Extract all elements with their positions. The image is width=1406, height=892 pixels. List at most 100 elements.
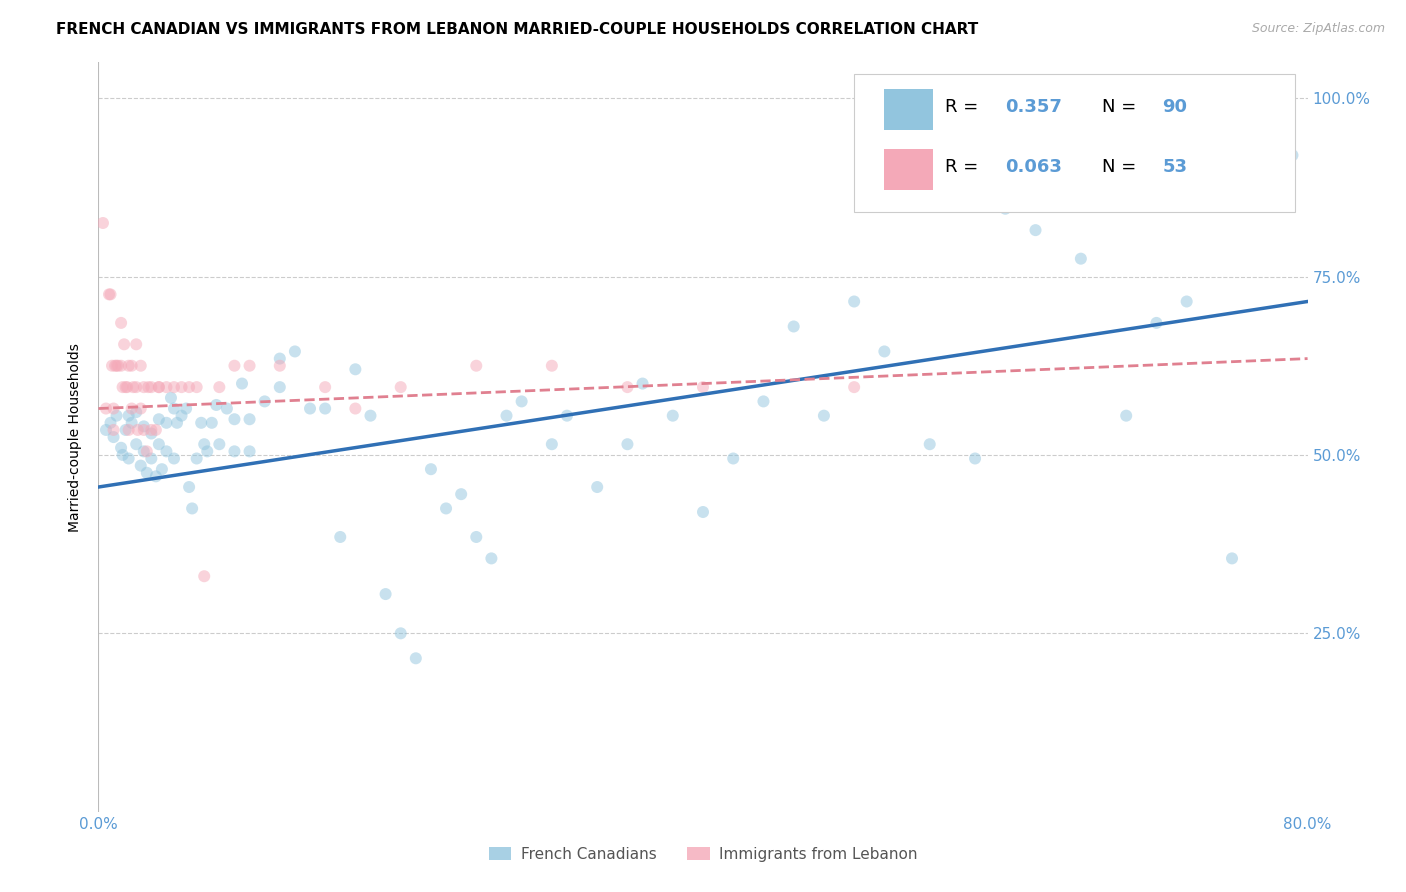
Point xyxy=(110,316,132,330)
Point xyxy=(405,651,427,665)
Point xyxy=(540,359,562,373)
Text: R =: R = xyxy=(945,98,984,116)
Point xyxy=(104,359,127,373)
Point xyxy=(112,337,135,351)
Text: 90: 90 xyxy=(1163,98,1188,116)
Text: 0.357: 0.357 xyxy=(1005,98,1062,116)
Point xyxy=(344,401,367,416)
Point xyxy=(118,409,141,423)
Point xyxy=(163,380,186,394)
Point xyxy=(1144,316,1167,330)
Point xyxy=(160,391,183,405)
Point xyxy=(111,448,134,462)
Point xyxy=(98,287,121,301)
Point xyxy=(389,626,412,640)
Text: N =: N = xyxy=(1102,98,1142,116)
Point xyxy=(631,376,654,391)
Point xyxy=(132,423,155,437)
Point xyxy=(692,505,714,519)
Point xyxy=(510,394,533,409)
Point xyxy=(103,401,125,416)
Point xyxy=(224,359,246,373)
Point xyxy=(148,437,170,451)
Point xyxy=(101,359,124,373)
Point xyxy=(190,416,212,430)
Point xyxy=(420,462,443,476)
Point xyxy=(450,487,472,501)
Point xyxy=(141,380,163,394)
Point xyxy=(224,444,246,458)
Point xyxy=(1281,148,1303,162)
Point xyxy=(141,423,163,437)
Point xyxy=(465,359,488,373)
Point xyxy=(135,444,157,458)
Point xyxy=(193,437,215,451)
Point xyxy=(616,437,638,451)
Point xyxy=(873,344,896,359)
Point xyxy=(100,416,122,430)
Point xyxy=(481,551,503,566)
Point xyxy=(224,412,246,426)
Point xyxy=(121,359,143,373)
Point xyxy=(94,423,117,437)
Point xyxy=(1267,166,1289,180)
Point xyxy=(166,416,188,430)
Point xyxy=(132,380,155,394)
Point xyxy=(239,359,262,373)
Point xyxy=(115,380,138,394)
Y-axis label: Married-couple Households: Married-couple Households xyxy=(69,343,83,532)
Point xyxy=(121,401,143,416)
Point xyxy=(269,359,291,373)
FancyBboxPatch shape xyxy=(855,74,1295,212)
Point xyxy=(1115,409,1137,423)
Point xyxy=(122,380,145,394)
Point xyxy=(163,401,186,416)
Point xyxy=(965,451,987,466)
Point xyxy=(110,359,132,373)
Point xyxy=(148,380,170,394)
Point xyxy=(208,437,231,451)
Point xyxy=(141,426,163,441)
Point xyxy=(111,380,134,394)
Point xyxy=(239,412,262,426)
Point xyxy=(1191,194,1213,209)
Point xyxy=(163,451,186,466)
Point xyxy=(118,451,141,466)
Point xyxy=(692,380,714,394)
Point xyxy=(344,362,367,376)
Text: N =: N = xyxy=(1102,159,1142,177)
Point xyxy=(136,380,159,394)
Point xyxy=(752,394,775,409)
Point xyxy=(844,380,866,394)
Point xyxy=(239,444,262,458)
Point xyxy=(132,444,155,458)
Point xyxy=(181,501,204,516)
Point xyxy=(155,380,177,394)
Point xyxy=(616,380,638,394)
Point xyxy=(148,412,170,426)
Point xyxy=(91,216,114,230)
FancyBboxPatch shape xyxy=(884,149,932,190)
Point xyxy=(141,451,163,466)
Point xyxy=(114,423,136,437)
Point xyxy=(193,569,215,583)
Point xyxy=(205,398,228,412)
Legend: French Canadians, Immigrants from Lebanon: French Canadians, Immigrants from Lebano… xyxy=(482,840,924,868)
Point xyxy=(170,409,193,423)
Point xyxy=(1191,87,1213,102)
Point xyxy=(129,359,152,373)
Point xyxy=(465,530,488,544)
Point xyxy=(114,380,136,394)
Point xyxy=(121,416,143,430)
Point xyxy=(155,416,177,430)
Point xyxy=(129,458,152,473)
Point xyxy=(132,419,155,434)
Point xyxy=(195,444,218,458)
Point xyxy=(1024,223,1046,237)
Point xyxy=(201,416,224,430)
Point xyxy=(145,469,167,483)
Point xyxy=(125,437,148,451)
Text: FRENCH CANADIAN VS IMMIGRANTS FROM LEBANON MARRIED-COUPLE HOUSEHOLDS CORRELATION: FRENCH CANADIAN VS IMMIGRANTS FROM LEBAN… xyxy=(56,22,979,37)
Point xyxy=(118,359,141,373)
Point xyxy=(118,423,141,437)
